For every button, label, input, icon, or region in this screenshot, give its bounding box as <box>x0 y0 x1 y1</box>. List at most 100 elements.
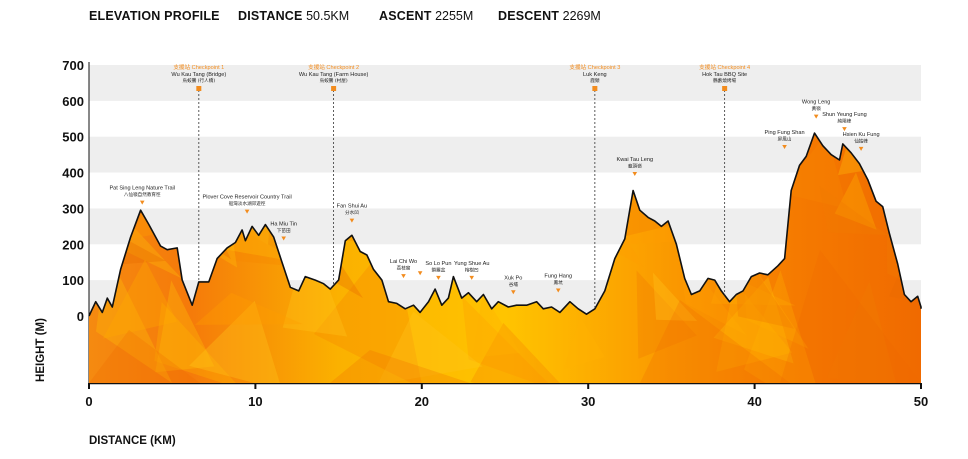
landmark-marker <box>469 275 475 280</box>
facet <box>462 296 556 383</box>
landmark-name: So Lo Pun <box>425 261 451 267</box>
landmark-marker <box>555 288 561 293</box>
checkpoint-2: 支援站 Checkpoint 2Wu Kau Tang (Farm House)… <box>299 63 369 286</box>
facet <box>744 270 828 383</box>
landmark-name-zh: 純陽峰 <box>838 118 852 125</box>
y-tick-label: 400 <box>62 166 84 181</box>
checkpoint-title: 支援站 Checkpoint 4 <box>699 63 750 71</box>
landmark-name: Xuk Po <box>504 275 522 281</box>
checkpoint-name-zh: 鶴藪燒烤場 <box>713 77 736 84</box>
checkpoint-name: Wu Kau Tang (Farm House) <box>299 72 369 78</box>
landmark-name: Pat Sing Leng Nature Trail <box>109 186 175 192</box>
x-tick-label: 40 <box>747 394 761 409</box>
landmark-name: Kwai Tau Leng <box>616 157 653 163</box>
landmark-name: Hsien Ku Fung <box>843 132 880 138</box>
landmark-marker <box>244 209 250 214</box>
checkpoint-title: 支援站 Checkpoint 3 <box>569 63 620 71</box>
landmark-name: Fung Hang <box>544 273 572 279</box>
header-title: ELEVATION PROFILE <box>89 9 220 23</box>
grid-band <box>89 208 921 245</box>
landmark-name-zh: 榕樹凹 <box>465 266 479 273</box>
elevation-line <box>88 132 922 317</box>
facet <box>154 302 242 383</box>
landmark-marker <box>782 145 787 150</box>
ascent-value: 2255M <box>435 9 474 23</box>
facet <box>155 280 215 373</box>
landmark-marker <box>511 290 516 295</box>
landmark-marker <box>436 275 441 280</box>
x-axis-title: DISTANCE (KM) <box>89 435 176 447</box>
facet <box>377 311 483 383</box>
descent-value: 2269M <box>562 9 601 23</box>
y-tick-label: 0 <box>77 309 84 324</box>
facet <box>472 293 521 358</box>
distance-label: DISTANCE <box>238 9 303 23</box>
y-tick-label: 700 <box>62 58 84 73</box>
x-tick-label: 50 <box>914 394 928 409</box>
x-tick-label: 20 <box>415 394 429 409</box>
checkpoint-name: Luk Keng <box>583 72 607 78</box>
checkpoint-name: Hok Tau BBQ Site <box>702 72 747 78</box>
landmark-name-zh: 分水凹 <box>345 209 359 216</box>
checkpoint-marker <box>196 86 202 91</box>
facet <box>834 172 877 230</box>
checkpoint-name-zh: 烏蛟騰 (行人橋) <box>183 77 216 84</box>
landmark-marker <box>632 171 638 176</box>
distance-value: 50.5KM <box>306 9 350 23</box>
checkpoint-name: Wu Kau Tang (Bridge) <box>171 72 226 78</box>
landmark-name: Ha Miu Tin <box>270 221 297 227</box>
landmark-annotation: Plover Cove Reservoir Country Trail船灣淡水湖… <box>202 195 292 214</box>
landmark-name: Plover Cove Reservoir Country Trail <box>202 195 291 201</box>
y-tick-label: 100 <box>62 273 84 288</box>
distance-stat: DISTANCE 50.5KM <box>238 9 349 23</box>
landmark-name: Wong Leng <box>802 100 831 106</box>
checkpoint-name-zh: 烏蛟騰 (村屋) <box>320 77 348 84</box>
facet <box>89 330 200 383</box>
facet <box>819 185 888 236</box>
facet <box>713 276 794 364</box>
landmark-name-zh: 龜頭嶺 <box>628 162 642 169</box>
y-axis: 0 100 200 300 400 500 600 700 <box>62 58 84 324</box>
landmark-name: Yung Shue Au <box>454 261 489 267</box>
landmark-marker <box>858 146 864 151</box>
facet <box>826 281 898 383</box>
landmark-name-zh: 鳳坑 <box>554 279 564 286</box>
landmark-marker <box>349 218 355 223</box>
facet <box>652 272 698 321</box>
checkpoint-marker <box>722 86 728 91</box>
landmark-name: Shun Yeung Fung <box>822 112 866 118</box>
facet <box>194 292 303 325</box>
grid-band <box>89 136 921 173</box>
ascent-stat: ASCENT 2255M <box>379 9 473 23</box>
landmark-marker <box>281 236 286 241</box>
x-tick-label: 10 <box>248 394 262 409</box>
facet <box>780 250 921 383</box>
facet <box>189 300 283 383</box>
y-tick-label: 600 <box>62 94 84 109</box>
facet <box>102 259 178 339</box>
landmark-marker <box>417 271 423 276</box>
checkpoint-marker <box>592 86 598 91</box>
landmark-name-zh: 谷埔 <box>509 281 519 288</box>
landmark-name-zh: 船灣淡水湖郊遊徑 <box>229 200 266 207</box>
descent-stat: DESCENT 2269M <box>498 9 601 23</box>
landmark-name: Ping Fung Shan <box>764 130 804 136</box>
checkpoint-marker <box>331 86 337 91</box>
facet <box>470 322 582 383</box>
landmark-name-zh: 荔枝窩 <box>397 265 411 272</box>
